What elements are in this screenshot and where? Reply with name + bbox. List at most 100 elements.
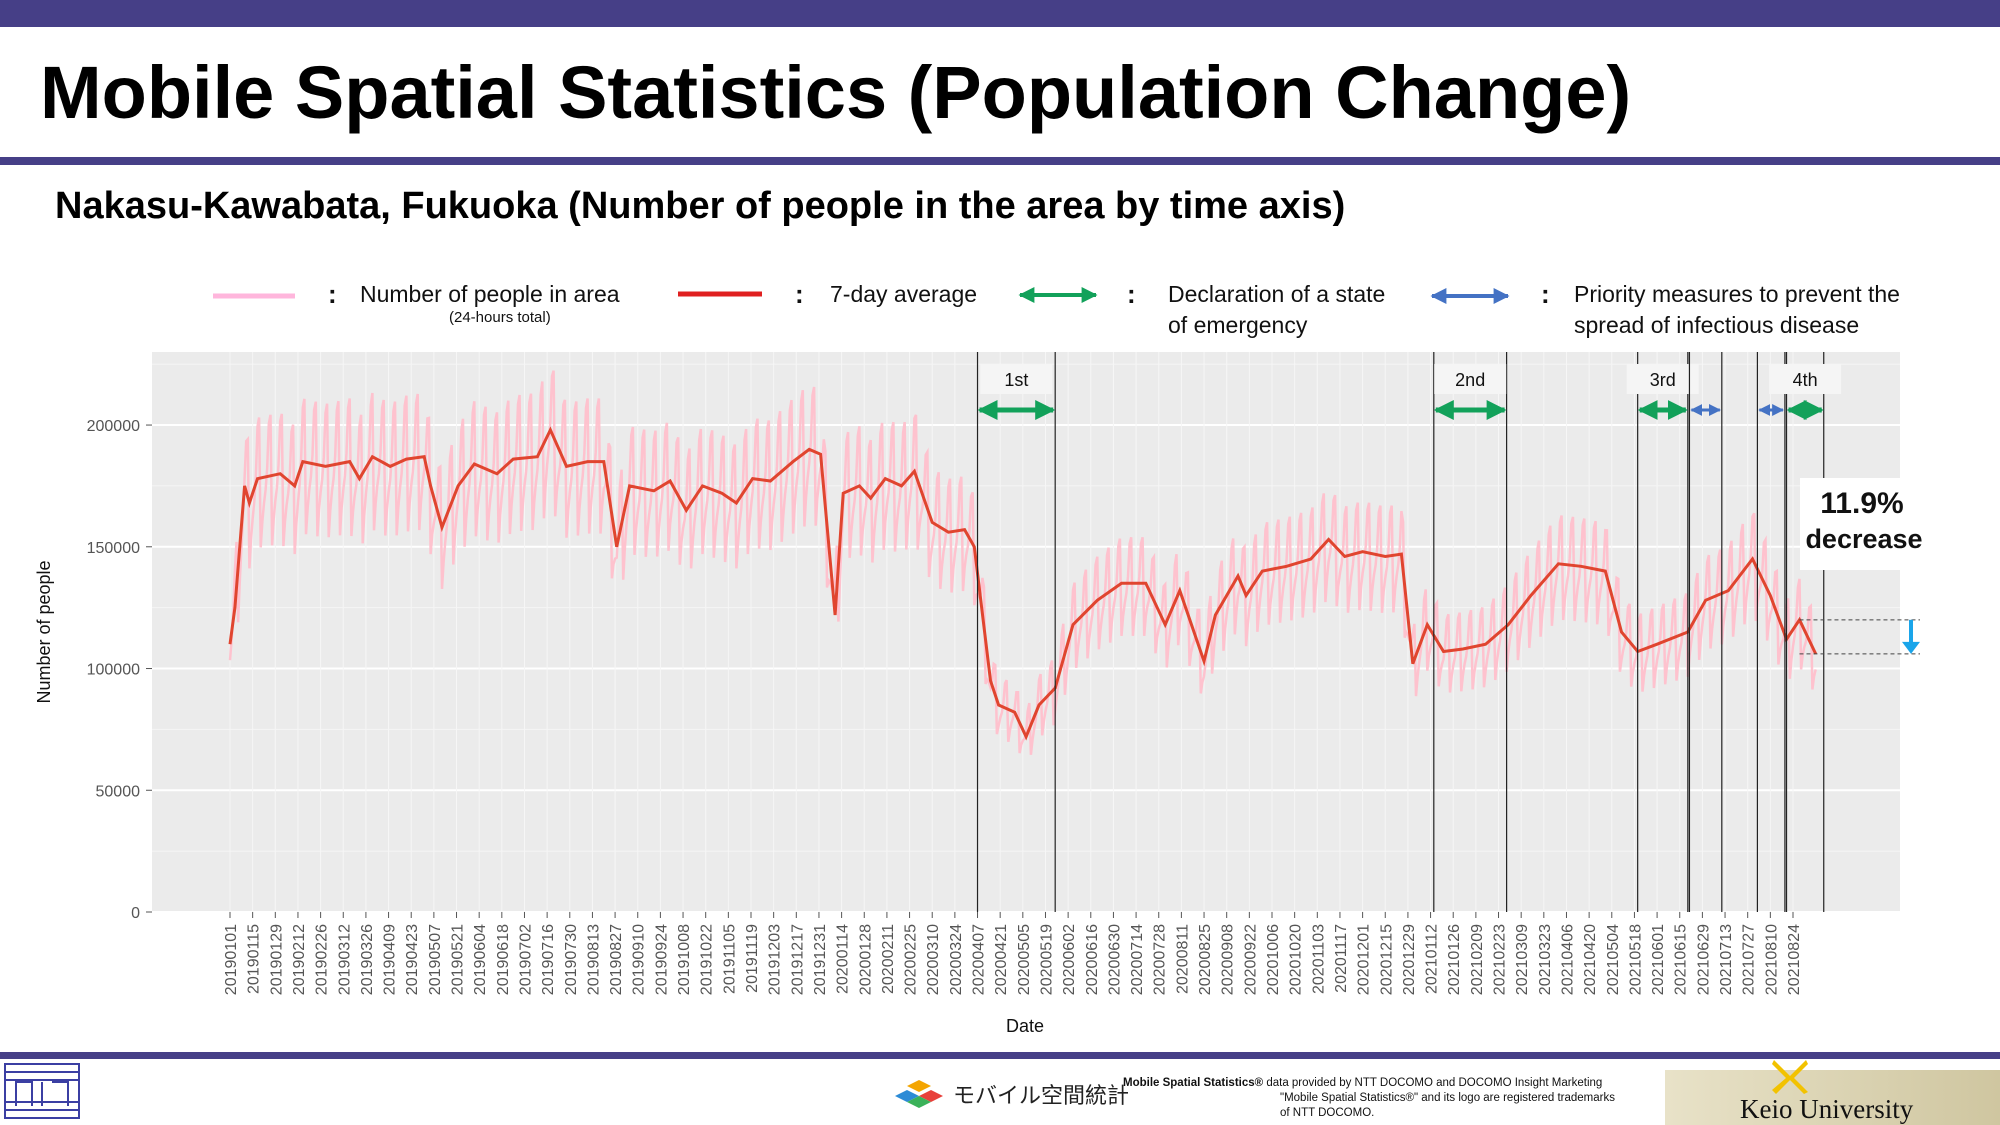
x-tick-label: 20210223 (1492, 924, 1509, 995)
raw-series-line (228, 370, 1817, 755)
x-tick-label: 20190827 (608, 924, 625, 995)
legend-separator: : (1541, 279, 1550, 309)
x-tick-label: 20191217 (789, 924, 806, 995)
pen-cross-icon (1772, 1060, 1808, 1094)
x-tick-label: 20190312 (336, 924, 353, 995)
legend-priority-label-1: Priority measures to prevent the (1574, 281, 1900, 307)
x-tick-label: 20210518 (1627, 924, 1644, 995)
event-label-box (1626, 364, 1699, 394)
x-tick-label: 20200519 (1038, 924, 1055, 995)
mobile-spatial-statistics-logo (893, 1072, 1123, 1112)
x-tick-label: 20191231 (812, 924, 829, 995)
footer-note: Mobile Spatial Statistics® data provided… (1123, 1076, 1653, 1121)
x-tick-label: 20201103 (1310, 924, 1327, 994)
footer-note-line-1: data provided by NTT DOCOMO and DOCOMO I… (1266, 1077, 1603, 1089)
avg-series-line (228, 426, 1818, 741)
legend-separator: : (1127, 279, 1136, 309)
x-tick-label: 20210126 (1446, 924, 1463, 995)
cube-logo-icon (895, 1080, 943, 1108)
x-tick-label: 20200728 (1152, 924, 1169, 995)
x-tick-label: 20210727 (1741, 924, 1758, 995)
x-tick-label: 20200324 (948, 924, 965, 995)
x-tick-label: 20201020 (1288, 924, 1305, 995)
event-label-box (1769, 364, 1842, 394)
x-tick-label: 20190212 (291, 924, 308, 995)
x-tick-label: 20210323 (1537, 924, 1554, 995)
decrease-callout: 11.9% decrease (1799, 478, 1923, 655)
title-rule (0, 157, 2000, 165)
callout-percent: 11.9% (1820, 487, 1903, 520)
x-tick-label: 20210309 (1514, 924, 1531, 995)
mss-logo-text: モバイル空間統計 (953, 1084, 1130, 1109)
x-tick-label: 20201229 (1401, 924, 1418, 995)
x-tick-label: 20200630 (1106, 924, 1123, 995)
page-subtitle: Nakasu-Kawabata, Fukuoka (Number of peop… (55, 185, 1346, 227)
legend-separator: : (795, 279, 804, 309)
legend-avg-label: 7-day average (830, 281, 977, 307)
x-tick-label: 20190423 (404, 924, 421, 995)
x-tick-label: 20190702 (517, 924, 534, 995)
raw-daily-series (228, 370, 1817, 755)
decrease-arrow-icon (1902, 619, 1920, 654)
x-tick-label: 20210420 (1582, 924, 1599, 995)
x-tick-label: 20201117 (1333, 924, 1350, 993)
x-tick-label: 20200128 (857, 924, 874, 995)
event-label: 2nd (1455, 370, 1485, 390)
legend-raw-sublabel: (24-hours total) (449, 309, 551, 326)
decrease-arrow-head (1902, 641, 1920, 654)
y-axis-label: Number of people (34, 560, 54, 703)
x-tick-label: 20190924 (653, 924, 670, 995)
x-tick-label: 20200505 (1016, 924, 1033, 995)
x-tick-label: 20200310 (925, 924, 942, 995)
x-tick-label: 20210824 (1786, 924, 1803, 995)
x-tick-label: 20190507 (427, 924, 444, 995)
x-tick-label: 20190409 (382, 924, 399, 995)
legend-priority-label-2: spread of infectious disease (1574, 312, 1859, 338)
footer-note-line-2: "Mobile Spatial Statistics®" and its log… (1280, 1092, 1615, 1104)
footer-note-line-3: of NTT DOCOMO. (1280, 1107, 1375, 1119)
page-title: Mobile Spatial Statistics (Population Ch… (40, 51, 1632, 134)
x-tick-label: 20201215 (1378, 924, 1395, 995)
x-tick-label: 20210810 (1763, 924, 1780, 995)
y-tick-label: 100000 (87, 662, 140, 679)
x-tick-label: 20201201 (1356, 924, 1373, 995)
x-tick-label: 20210209 (1469, 924, 1486, 995)
x-tick-label: 20210504 (1605, 924, 1622, 995)
x-tick-label: 20190716 (540, 924, 557, 995)
x-tick-label: 20190730 (563, 924, 580, 995)
legend-raw-label: Number of people in area (360, 281, 620, 307)
event-label: 1st (1004, 370, 1028, 390)
bottom-rule (0, 1052, 2000, 1059)
x-tick-label: 20200811 (1174, 924, 1191, 994)
x-tick-label: 20190604 (472, 924, 489, 995)
population-line-chart: : Number of people in area (24-hours tot… (34, 279, 1923, 1036)
x-tick-label: 20190910 (631, 924, 648, 995)
x-tick-label: 20210615 (1673, 924, 1690, 995)
x-tick-label: 20200922 (1242, 924, 1259, 995)
x-tick-label: 20190326 (359, 924, 376, 995)
x-tick-label: 20210112 (1424, 924, 1441, 994)
x-tick-label: 20191008 (676, 924, 693, 995)
chart-legend: : Number of people in area (24-hours tot… (213, 279, 1900, 338)
x-tick-label: 20190129 (268, 924, 285, 995)
legend-separator: : (328, 279, 337, 309)
x-tick-label: 20200825 (1197, 924, 1214, 995)
event-label-box (1434, 364, 1507, 394)
legend-emergency-label-1: Declaration of a state (1168, 281, 1385, 307)
x-tick-label: 20190101 (223, 924, 240, 995)
x-tick-label: 20200421 (993, 924, 1010, 995)
x-axis-label: Date (1006, 1016, 1044, 1036)
callout-word: decrease (1805, 524, 1922, 554)
x-tick-label: 20191119 (744, 924, 761, 993)
x-tick-label: 20200225 (903, 924, 920, 995)
y-axis-ticks: 0 50000 100000 150000 200000 (87, 418, 152, 922)
event-markers: 1st 2nd 3rd 4th (976, 352, 1842, 912)
x-tick-label: 20200602 (1061, 924, 1078, 995)
x-tick-label: 20191105 (721, 924, 738, 994)
x-tick-label: 20200211 (880, 924, 897, 994)
footer-note-bold: Mobile Spatial Statistics® (1123, 1077, 1264, 1089)
y-tick-label: 200000 (87, 418, 140, 435)
x-tick-label: 20191203 (767, 924, 784, 995)
x-tick-label: 20191022 (699, 924, 716, 995)
x-tick-label: 20190618 (495, 924, 512, 995)
